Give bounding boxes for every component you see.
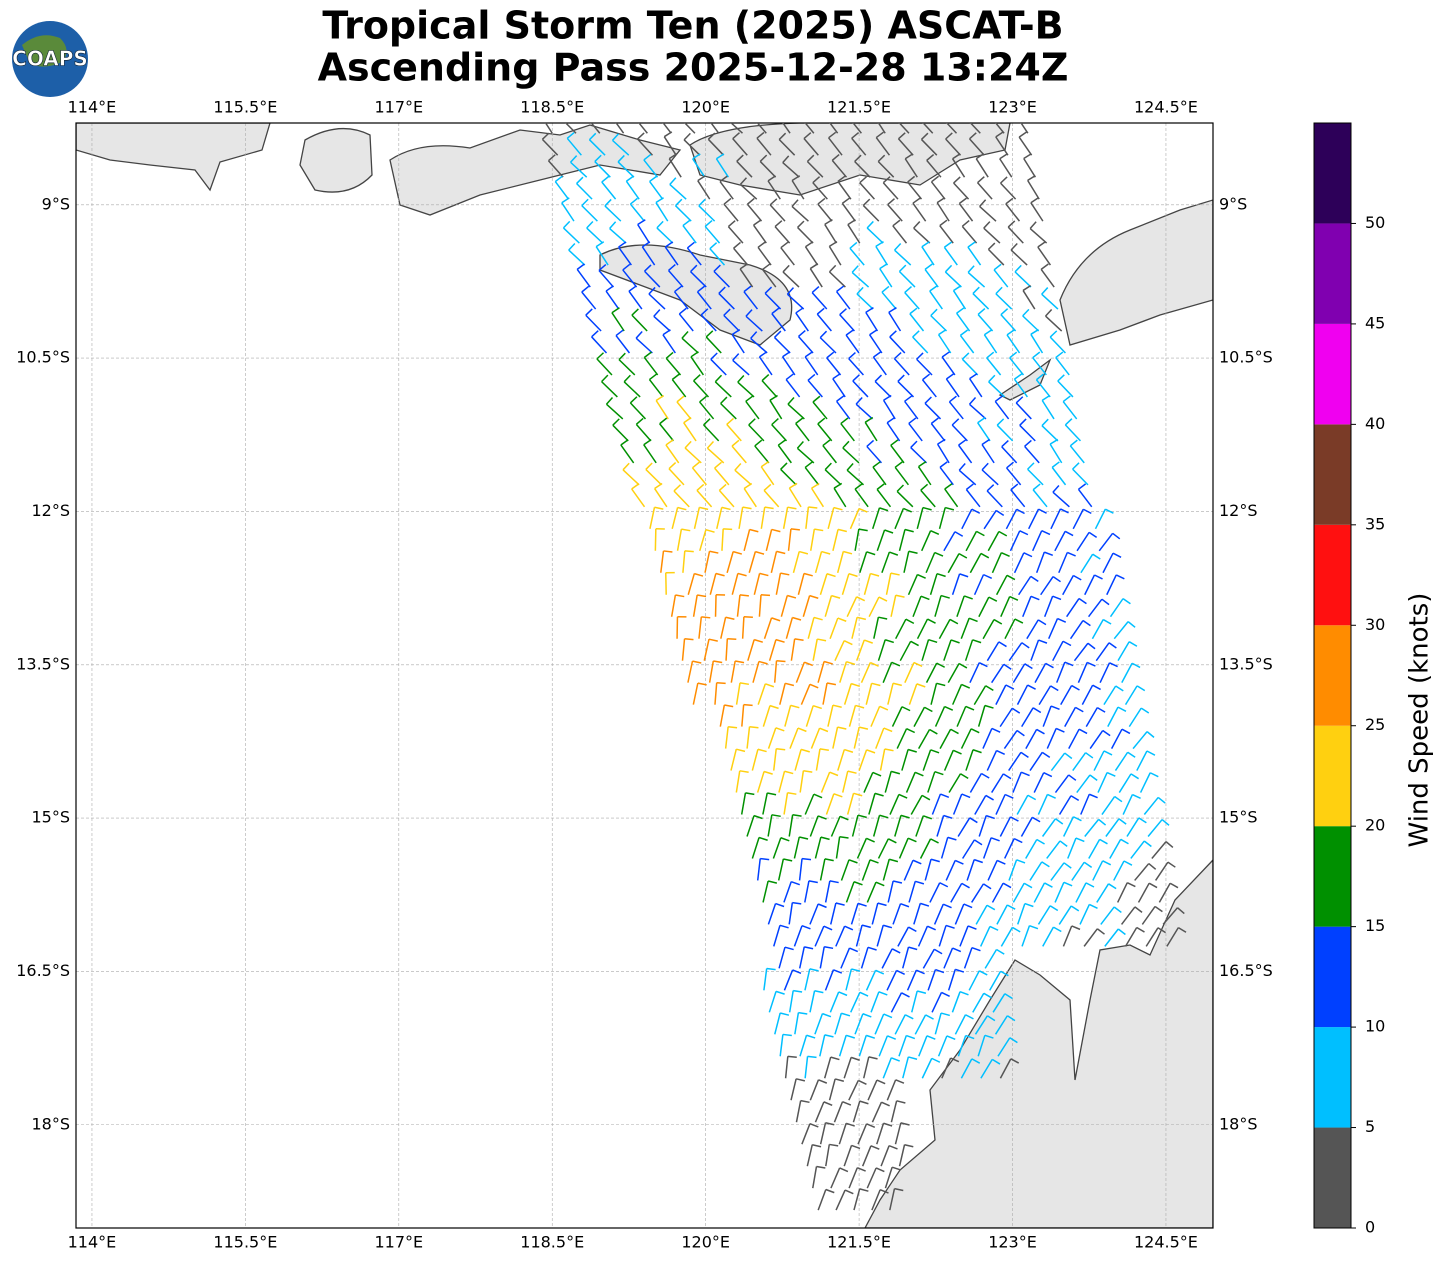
wind-barb (808, 507, 817, 508)
wind-barb (744, 617, 753, 618)
colorbar-tick-label: 45 (1365, 313, 1385, 332)
colorbar-tick-label: 10 (1365, 1017, 1385, 1036)
colorbar-tick-label: 25 (1365, 715, 1385, 734)
wind-barb (760, 859, 769, 860)
y-tick-label: 12°S (1219, 501, 1258, 520)
x-tick-label: 115.5°E (213, 98, 277, 117)
wind-barb (750, 727, 759, 728)
wind-barb (716, 595, 717, 617)
wind-barb (685, 551, 694, 552)
colorbar-segment (1314, 123, 1351, 223)
wind-barb (586, 111, 593, 117)
logo: COAPS (12, 21, 88, 97)
y-tick-label: 15°S (31, 808, 70, 827)
wind-barb (808, 1056, 817, 1057)
y-tick-label: 16.5°S (16, 961, 70, 980)
colorbar-tick-label: 20 (1365, 816, 1385, 835)
colorbar-segment (1314, 424, 1351, 524)
x-tick-label: 124.5°E (1134, 98, 1198, 117)
x-tick-label: 120°E (681, 98, 730, 117)
y-tick-label: 18°S (31, 1114, 70, 1133)
colorbar-segment (1314, 826, 1351, 926)
y-tick-label: 18°S (1219, 1114, 1258, 1133)
wind-barb (740, 595, 749, 596)
wind-barb (685, 639, 694, 640)
wind-barb (965, 111, 972, 117)
x-tick-label: 118.5°E (520, 1233, 584, 1252)
x-tick-label: 114°E (68, 98, 117, 117)
y-tick-label: 13.5°S (16, 654, 70, 673)
x-tick-label: 124.5°E (1134, 1233, 1198, 1252)
colorbar-segment (1314, 525, 1351, 625)
colorbar-label: Wind Speed (knots) (1405, 593, 1435, 848)
y-tick-label: 9°S (42, 194, 70, 213)
x-tick-label: 121.5°E (827, 1233, 891, 1252)
wind-barb (894, 111, 901, 117)
land (300, 129, 372, 192)
colorbar-tick-label: 35 (1365, 514, 1385, 533)
title-line: Tropical Storm Ten (2025) ASCAT-B (322, 4, 1063, 48)
wind-barb (717, 683, 726, 684)
y-tick-label: 15°S (1219, 808, 1258, 827)
colorbar-tick-label: 30 (1365, 615, 1385, 634)
wind-barb (701, 617, 710, 618)
wind-barb (752, 111, 759, 117)
colorbar-segment (1314, 1128, 1351, 1228)
x-tick-label: 115.5°E (213, 1233, 277, 1252)
x-tick-label: 117°E (374, 1233, 423, 1252)
y-tick-label: 10.5°S (1219, 348, 1273, 367)
x-tick-label: 123°E (988, 1233, 1037, 1252)
y-tick-label: 13.5°S (1219, 654, 1273, 673)
wind-barb (918, 111, 925, 117)
colorbar-segment (1314, 223, 1351, 323)
wind-barb (744, 705, 753, 706)
colorbar-tick-label: 15 (1365, 916, 1385, 935)
y-tick-label: 9°S (1219, 194, 1247, 213)
colorbar-segment (1314, 726, 1351, 826)
y-tick-label: 16.5°S (1219, 961, 1273, 980)
title-line: Ascending Pass 2025-12-28 13:24Z (318, 46, 1069, 90)
colorbar-tick-label: 5 (1365, 1117, 1375, 1136)
logo-text: COAPS (12, 47, 88, 71)
wind-barb (802, 859, 811, 860)
wind-barb (633, 110, 640, 116)
wind-barb (723, 529, 732, 530)
x-tick-label: 120°E (681, 1233, 730, 1252)
wind-barb (778, 110, 785, 115)
wind-barb (791, 529, 800, 530)
wind-barb (941, 111, 948, 117)
wind-barb (788, 1056, 797, 1057)
wind-barb (776, 661, 785, 662)
wind-barb (776, 749, 785, 750)
wind-barb (728, 727, 737, 728)
wind-barb (658, 110, 665, 115)
x-tick-label: 118.5°E (520, 98, 584, 117)
x-tick-label: 114°E (68, 1233, 117, 1252)
wind-barb (611, 110, 618, 115)
y-tick-label: 10.5°S (16, 348, 70, 367)
x-tick-label: 123°E (988, 98, 1037, 117)
wind-barb (761, 595, 770, 596)
colorbar-segment (1314, 625, 1351, 725)
colorbar-segment (1314, 927, 1351, 1027)
colorbar-segment (1314, 1027, 1351, 1127)
y-tick-label: 12°S (31, 501, 70, 520)
colorbar-segment (1314, 324, 1351, 424)
colorbar-tick-label: 50 (1365, 213, 1385, 232)
x-tick-label: 117°E (374, 98, 423, 117)
wind-barb (800, 111, 807, 117)
wind-barb (727, 639, 736, 640)
colorbar-tick-label: 40 (1365, 414, 1385, 433)
colorbar-tick-label: 0 (1365, 1218, 1375, 1237)
x-tick-label: 121.5°E (827, 98, 891, 117)
map-area (76, 123, 1213, 1228)
